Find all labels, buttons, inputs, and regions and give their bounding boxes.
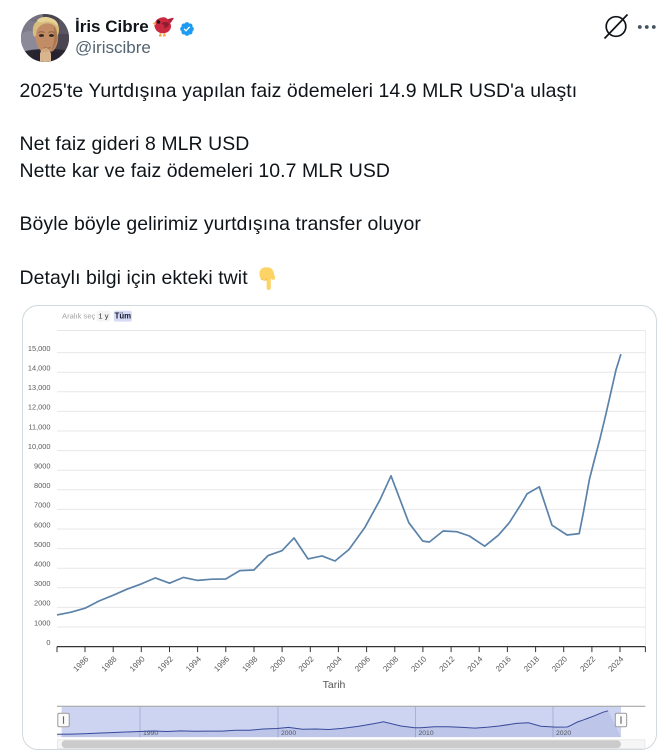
svg-text:13,000: 13,000 bbox=[28, 383, 51, 392]
svg-text:2014: 2014 bbox=[466, 654, 485, 673]
svg-text:8000: 8000 bbox=[34, 481, 50, 490]
svg-text:2000: 2000 bbox=[281, 730, 296, 737]
svg-text:2022: 2022 bbox=[578, 654, 597, 673]
svg-text:2024: 2024 bbox=[606, 654, 625, 673]
svg-text:10,000: 10,000 bbox=[28, 442, 51, 451]
svg-text:2002: 2002 bbox=[297, 654, 316, 673]
svg-text:1992: 1992 bbox=[156, 654, 175, 673]
svg-text:2020: 2020 bbox=[550, 654, 569, 673]
svg-text:2008: 2008 bbox=[381, 654, 400, 673]
svg-text:1 y: 1 y bbox=[98, 312, 108, 321]
svg-text:Tüm: Tüm bbox=[115, 312, 132, 321]
svg-text:1986: 1986 bbox=[71, 654, 90, 673]
svg-text:2018: 2018 bbox=[522, 654, 541, 673]
svg-text:3000: 3000 bbox=[34, 579, 50, 588]
svg-text:2020: 2020 bbox=[556, 730, 571, 737]
svg-text:1996: 1996 bbox=[212, 654, 231, 673]
svg-text:9000: 9000 bbox=[34, 462, 50, 471]
svg-text:7000: 7000 bbox=[34, 501, 50, 510]
svg-text:2006: 2006 bbox=[353, 654, 372, 673]
svg-text:1990: 1990 bbox=[143, 730, 158, 737]
svg-text:0: 0 bbox=[46, 638, 50, 647]
svg-text:2010: 2010 bbox=[419, 730, 434, 737]
svg-text:1998: 1998 bbox=[240, 654, 259, 673]
svg-text:6000: 6000 bbox=[34, 520, 50, 529]
svg-text:1000: 1000 bbox=[34, 618, 50, 627]
svg-text:14,000: 14,000 bbox=[28, 364, 51, 373]
svg-text:4000: 4000 bbox=[34, 560, 50, 569]
svg-text:2000: 2000 bbox=[34, 599, 50, 608]
svg-text:Aralık seç: Aralık seç bbox=[62, 312, 96, 321]
svg-text:2000: 2000 bbox=[269, 654, 288, 673]
svg-text:15,000: 15,000 bbox=[28, 344, 51, 353]
svg-text:2012: 2012 bbox=[438, 654, 457, 673]
svg-text:1990: 1990 bbox=[128, 654, 147, 673]
svg-text:11,000: 11,000 bbox=[28, 422, 50, 431]
svg-text:2016: 2016 bbox=[494, 654, 513, 673]
svg-text:1994: 1994 bbox=[184, 654, 203, 673]
svg-text:5000: 5000 bbox=[34, 540, 50, 549]
svg-text:1988: 1988 bbox=[100, 654, 119, 673]
svg-text:2010: 2010 bbox=[409, 654, 428, 673]
svg-text:12,000: 12,000 bbox=[28, 403, 51, 412]
svg-text:Tarih: Tarih bbox=[323, 679, 346, 691]
svg-text:2004: 2004 bbox=[325, 654, 344, 673]
